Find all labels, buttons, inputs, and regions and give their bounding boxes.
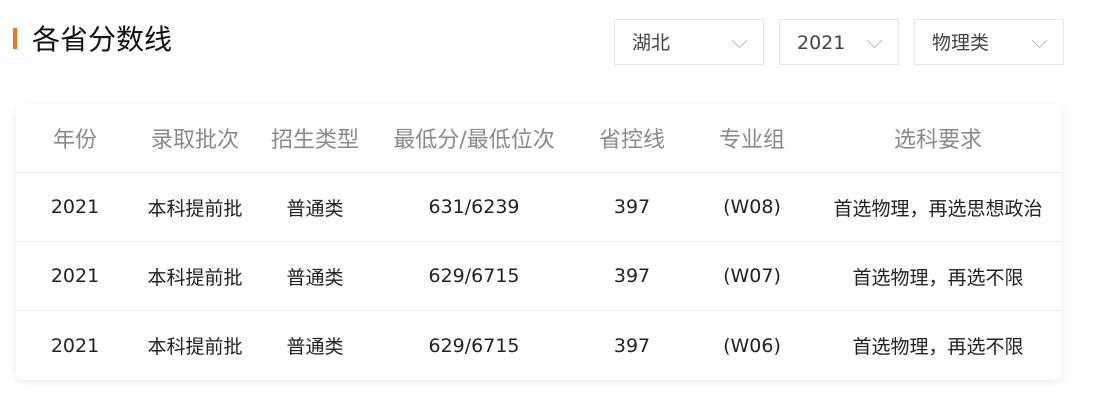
province-select[interactable]: 湖北 [614, 19, 764, 65]
cell-type: 普通类 [286, 336, 344, 358]
cell-type: 普通类 [286, 266, 344, 289]
column-header: 最低分/最低位次 [393, 128, 555, 153]
year-select[interactable]: 2021 [779, 19, 899, 65]
cell-major-group: (W08) [723, 196, 781, 218]
cell-batch: 本科提前批 [147, 197, 243, 220]
chevron-down-icon [731, 32, 748, 49]
subject-type-select-value: 物理类 [932, 32, 990, 54]
table-row: 2021 本科提前批 普通类 631/6239 397 (W08) 首选物理，再… [16, 173, 1062, 242]
cell-subject-requirement: 首选物理，再选思想政治 [833, 197, 1043, 220]
cell-year: 2021 [50, 196, 100, 218]
cell-year: 2021 [50, 265, 100, 287]
title-accent-bar [13, 28, 17, 49]
year-select-value: 2021 [797, 32, 846, 54]
cell-min-score-rank: 629/6715 [428, 334, 520, 357]
table-row: 2021 本科提前批 普通类 629/6715 397 (W07) 首选物理，再… [16, 242, 1062, 311]
cell-batch: 本科提前批 [147, 336, 243, 358]
table-row: 2021 本科提前批 普通类 629/6715 397 (W06) 首选物理，再… [16, 311, 1062, 380]
cell-subject-requirement: 首选物理，再选不限 [852, 266, 1024, 289]
cell-min-score-rank: 629/6715 [428, 265, 520, 287]
cell-batch: 本科提前批 [147, 266, 243, 289]
chevron-down-icon [866, 32, 883, 49]
column-header: 专业组 [718, 128, 785, 153]
column-header: 录取批次 [150, 128, 239, 153]
column-header: 年份 [52, 128, 97, 153]
page-title: 各省分数线 [32, 23, 173, 56]
subject-type-select[interactable]: 物理类 [914, 19, 1064, 65]
column-header: 招生类型 [270, 128, 359, 153]
cell-major-group: (W06) [723, 334, 781, 357]
column-header: 选科要求 [893, 128, 982, 153]
cell-major-group: (W07) [723, 265, 781, 287]
cell-control-line: 397 [613, 334, 651, 357]
province-select-value: 湖北 [632, 32, 671, 54]
chevron-down-icon [1031, 32, 1048, 49]
cell-control-line: 397 [613, 196, 651, 218]
cell-year: 2021 [50, 334, 100, 357]
score-table: 年份 录取批次 招生类型 最低分/最低位次 省控线 专业组 选科要求 2021 … [16, 104, 1062, 380]
cell-min-score-rank: 631/6239 [428, 196, 520, 218]
table-header: 年份 录取批次 招生类型 最低分/最低位次 省控线 专业组 选科要求 [16, 104, 1062, 173]
cell-subject-requirement: 首选物理，再选不限 [852, 336, 1024, 358]
column-header: 省控线 [598, 128, 665, 153]
cell-type: 普通类 [286, 197, 344, 220]
cell-control-line: 397 [613, 265, 651, 287]
